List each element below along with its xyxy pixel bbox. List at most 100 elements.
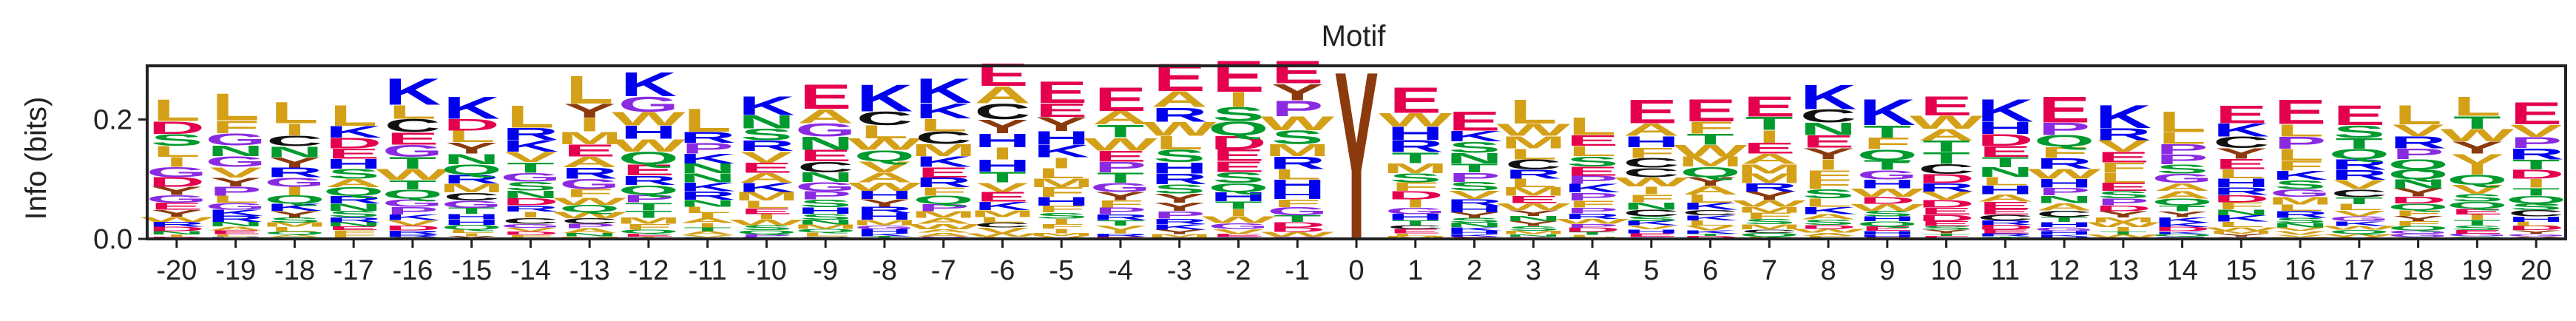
logo-letter: S [151, 131, 203, 149]
logo-letter: T [2336, 135, 2383, 152]
logo-letter: H [1387, 212, 1444, 222]
logo-letter: H [2036, 177, 2092, 191]
logo-letter: E [2215, 156, 2267, 172]
logo-letter: L [2512, 220, 2560, 227]
logo-letter: I [697, 222, 718, 229]
logo-letter: D [2390, 195, 2446, 206]
logo-letter: T [389, 178, 436, 192]
logo-letter: G [264, 175, 325, 190]
logo-letter: C [974, 221, 1030, 229]
logo-letter: V [1920, 189, 1972, 202]
logo-letter: Q [2447, 172, 2507, 188]
logo-letter: K [2154, 222, 2210, 229]
logo-letter: T [507, 160, 554, 176]
logo-letter: F [2041, 144, 2088, 161]
logo-letter: M [1737, 205, 1802, 214]
logo-letter: C [2213, 134, 2269, 152]
logo-top-letter: E [1271, 54, 1323, 90]
logo-letter: P [1271, 96, 1323, 121]
logo-letter: A [2036, 201, 2092, 213]
logo-letter: L [2100, 170, 2147, 186]
logo-letter: M [911, 209, 976, 220]
logo-letter: H [1269, 177, 1325, 194]
logo-top-letter: K [2095, 99, 2151, 135]
logo-letter: K [2272, 168, 2328, 183]
logo-letter: K [2213, 214, 2269, 223]
x-tick-label: 1 [1407, 255, 1423, 286]
logo-letter: D [2213, 193, 2269, 204]
logo-letter: F [919, 185, 967, 197]
logo-letter: Y [2392, 214, 2444, 223]
logo-top-letter: L [683, 102, 731, 139]
logo-letter: H [1210, 190, 1266, 204]
logo-letter: Y [2097, 210, 2149, 220]
logo-letter: C [444, 190, 500, 203]
logo-letter: E [1920, 206, 1972, 216]
logo-letter: Y [2510, 229, 2562, 235]
logo-letter: Q [2388, 167, 2449, 182]
x-tick-label: 18 [2402, 255, 2433, 286]
logo-top-letter: E [1626, 92, 1677, 130]
logo-letter: R [2331, 157, 2387, 173]
logo-letter: L [2276, 203, 2324, 212]
logo-letter: W [848, 135, 922, 153]
logo-top-letter: L [507, 99, 554, 135]
logo-letter: K [2036, 234, 2092, 237]
logo-letter: R [385, 233, 441, 238]
logo-top-letter: E [2274, 92, 2326, 132]
logo-letter: M [793, 223, 858, 231]
logo-letter: N [738, 112, 794, 132]
logo-letter: Q [2329, 146, 2390, 163]
y-tick-label: 0.0 [93, 224, 132, 255]
logo-letter: R [1092, 233, 1149, 237]
logo-letter: G [206, 154, 266, 170]
logo-letter: T [625, 209, 673, 220]
logo-letter: V [976, 226, 1028, 235]
logo-letter: V [1684, 224, 1736, 232]
logo-letter: P [2038, 119, 2090, 138]
logo-letter: M [852, 218, 917, 226]
logo-letter: R [325, 216, 382, 224]
logo-letter: W [2086, 234, 2160, 238]
logo-letter: K [1682, 214, 1738, 222]
logo-letter: N [680, 171, 736, 185]
logo-letter: P [1566, 223, 1618, 229]
logo-letter: G [500, 223, 561, 229]
logo-top-letter: L [2394, 99, 2441, 130]
logo-letter: S [268, 216, 320, 224]
logo-top-letter: E [976, 57, 1028, 92]
logo-letter: D [1977, 223, 2033, 231]
logo-letter: V [2451, 182, 2503, 197]
logo-letter: I [1051, 155, 1072, 172]
logo-letter: H [1859, 230, 1916, 236]
logo-letter: I [2525, 177, 2546, 191]
logo-letter: A [1977, 192, 2033, 204]
logo-letter: Y [1507, 209, 1559, 218]
logo-letter: A [916, 229, 972, 234]
logo-letter: W [2205, 226, 2279, 232]
logo-letter: I [2467, 161, 2488, 178]
logo-top-letter: L [212, 86, 259, 129]
logo-letter: R [444, 172, 500, 186]
logo-letter: F [1745, 211, 1793, 220]
logo-top-letter: E [1448, 105, 1500, 136]
logo-letter: R [621, 173, 677, 188]
logo-letter: E [2451, 207, 2503, 217]
logo-letter: C [916, 128, 972, 147]
logo-letter: K [916, 154, 972, 171]
x-tick-label: 19 [2461, 255, 2492, 286]
logo-letter: A [738, 170, 794, 186]
logo-letter: Q [618, 149, 679, 168]
logo-letter: R [149, 220, 205, 229]
logo-letter: G [2034, 226, 2095, 232]
logo-letter: F [2100, 160, 2147, 175]
logo-letter: T [1864, 158, 1911, 172]
x-tick-label: -13 [569, 255, 610, 286]
logo-letter: W [730, 218, 804, 227]
logo-letter: I [697, 212, 718, 220]
logo-letter: W [1674, 142, 1748, 160]
x-tick-label: -15 [451, 255, 492, 286]
logo-letter: D [1387, 189, 1444, 202]
x-tick-label: 14 [2166, 255, 2197, 286]
